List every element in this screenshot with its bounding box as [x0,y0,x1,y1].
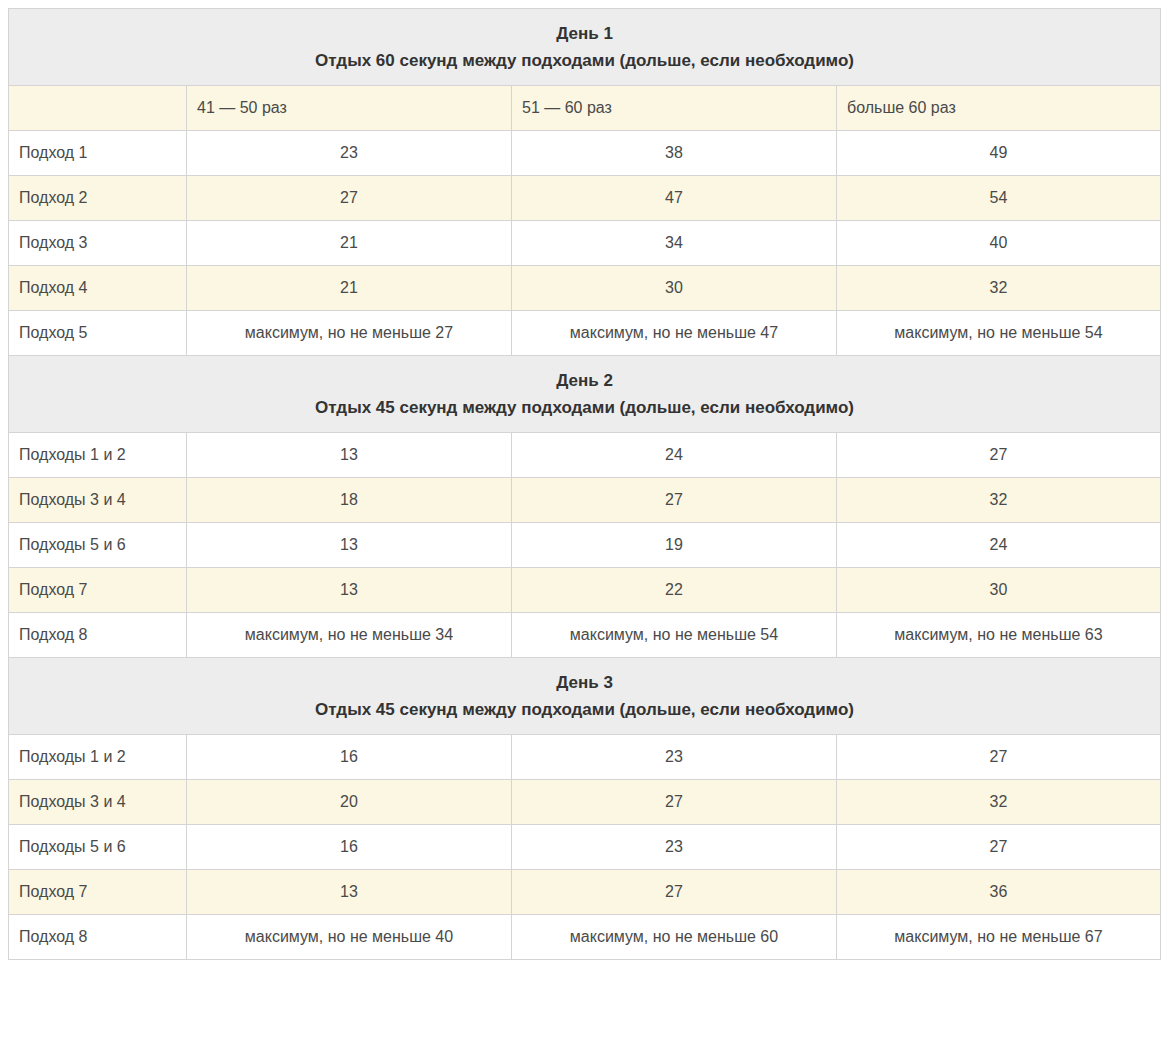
day-3-subtitle: Отдых 45 секунд между подходами (дольше,… [17,696,1152,723]
section-day-2: День 2 Отдых 45 секунд между подходами (… [9,356,1161,658]
cell-value: 32 [837,266,1161,311]
cell-value: 13 [187,568,512,613]
cell-value: 32 [837,478,1161,523]
cell-value: 23 [512,825,837,870]
table-row: Подходы 1 и 2 16 23 27 [9,735,1161,780]
row-label: Подходы 1 и 2 [9,735,187,780]
cell-value: 27 [837,433,1161,478]
cell-value: 27 [837,735,1161,780]
column-header-51-60: 51 — 60 раз [512,86,837,131]
cell-value: 54 [837,176,1161,221]
cell-value: 34 [512,221,837,266]
day-3-header-row: День 3 Отдых 45 секунд между подходами (… [9,658,1161,735]
table-row: Подход 7 13 27 36 [9,870,1161,915]
day-2-header-cell: День 2 Отдых 45 секунд между подходами (… [9,356,1161,433]
row-label: Подходы 5 и 6 [9,825,187,870]
cell-value: максимум, но не меньше 34 [187,613,512,658]
cell-value: 23 [187,131,512,176]
day-1-title: День 1 [17,20,1152,47]
cell-value: 38 [512,131,837,176]
cell-value: 36 [837,870,1161,915]
table-row: Подходы 5 и 6 16 23 27 [9,825,1161,870]
row-label: Подходы 1 и 2 [9,433,187,478]
row-label: Подход 1 [9,131,187,176]
table-row: Подход 2 27 47 54 [9,176,1161,221]
cell-value: 47 [512,176,837,221]
table-row: Подход 8 максимум, но не меньше 40 макси… [9,915,1161,960]
row-label: Подходы 3 и 4 [9,780,187,825]
cell-value: максимум, но не меньше 47 [512,311,837,356]
cell-value: 19 [512,523,837,568]
row-label: Подход 3 [9,221,187,266]
cell-value: максимум, но не меньше 54 [837,311,1161,356]
cell-value: 22 [512,568,837,613]
column-header-41-50: 41 — 50 раз [187,86,512,131]
table-row: Подход 8 максимум, но не меньше 34 макси… [9,613,1161,658]
row-label: Подход 2 [9,176,187,221]
table-row: Подходы 3 и 4 20 27 32 [9,780,1161,825]
table-row: Подход 1 23 38 49 [9,131,1161,176]
day-2-title: День 2 [17,367,1152,394]
row-label: Подход 7 [9,870,187,915]
table-row: Подход 7 13 22 30 [9,568,1161,613]
cell-value: 16 [187,735,512,780]
cell-value: 13 [187,523,512,568]
table-row: Подход 5 максимум, но не меньше 27 макси… [9,311,1161,356]
cell-value: максимум, но не меньше 54 [512,613,837,658]
column-header-empty [9,86,187,131]
section-day-1: День 1 Отдых 60 секунд между подходами (… [9,9,1161,356]
cell-value: 24 [837,523,1161,568]
cell-value: 21 [187,266,512,311]
cell-value: 23 [512,735,837,780]
day-1-header-row: День 1 Отдых 60 секунд между подходами (… [9,9,1161,86]
cell-value: 13 [187,870,512,915]
column-header-row: 41 — 50 раз 51 — 60 раз больше 60 раз [9,86,1161,131]
workout-program-table: День 1 Отдых 60 секунд между подходами (… [8,8,1161,960]
cell-value: 30 [512,266,837,311]
cell-value: максимум, но не меньше 60 [512,915,837,960]
section-day-3: День 3 Отдых 45 секунд между подходами (… [9,658,1161,960]
day-3-header-cell: День 3 Отдых 45 секунд между подходами (… [9,658,1161,735]
cell-value: максимум, но не меньше 27 [187,311,512,356]
table-row: Подходы 3 и 4 18 27 32 [9,478,1161,523]
cell-value: 40 [837,221,1161,266]
row-label: Подходы 3 и 4 [9,478,187,523]
cell-value: 27 [512,870,837,915]
column-header-more-60: больше 60 раз [837,86,1161,131]
row-label: Подход 8 [9,613,187,658]
table-row: Подходы 5 и 6 13 19 24 [9,523,1161,568]
cell-value: 20 [187,780,512,825]
cell-value: 49 [837,131,1161,176]
table-row: Подходы 1 и 2 13 24 27 [9,433,1161,478]
table-row: Подход 3 21 34 40 [9,221,1161,266]
row-label: Подход 4 [9,266,187,311]
cell-value: 27 [187,176,512,221]
cell-value: 27 [837,825,1161,870]
day-1-header-cell: День 1 Отдых 60 секунд между подходами (… [9,9,1161,86]
cell-value: 27 [512,780,837,825]
day-2-header-row: День 2 Отдых 45 секунд между подходами (… [9,356,1161,433]
cell-value: максимум, но не меньше 63 [837,613,1161,658]
cell-value: 27 [512,478,837,523]
day-2-subtitle: Отдых 45 секунд между подходами (дольше,… [17,394,1152,421]
cell-value: 30 [837,568,1161,613]
row-label: Подход 5 [9,311,187,356]
cell-value: 13 [187,433,512,478]
table-row: Подход 4 21 30 32 [9,266,1161,311]
cell-value: максимум, но не меньше 67 [837,915,1161,960]
cell-value: 21 [187,221,512,266]
cell-value: максимум, но не меньше 40 [187,915,512,960]
row-label: Подходы 5 и 6 [9,523,187,568]
page: День 1 Отдых 60 секунд между подходами (… [0,0,1168,968]
row-label: Подход 7 [9,568,187,613]
row-label: Подход 8 [9,915,187,960]
day-3-title: День 3 [17,669,1152,696]
day-1-subtitle: Отдых 60 секунд между подходами (дольше,… [17,47,1152,74]
cell-value: 18 [187,478,512,523]
cell-value: 24 [512,433,837,478]
cell-value: 32 [837,780,1161,825]
cell-value: 16 [187,825,512,870]
